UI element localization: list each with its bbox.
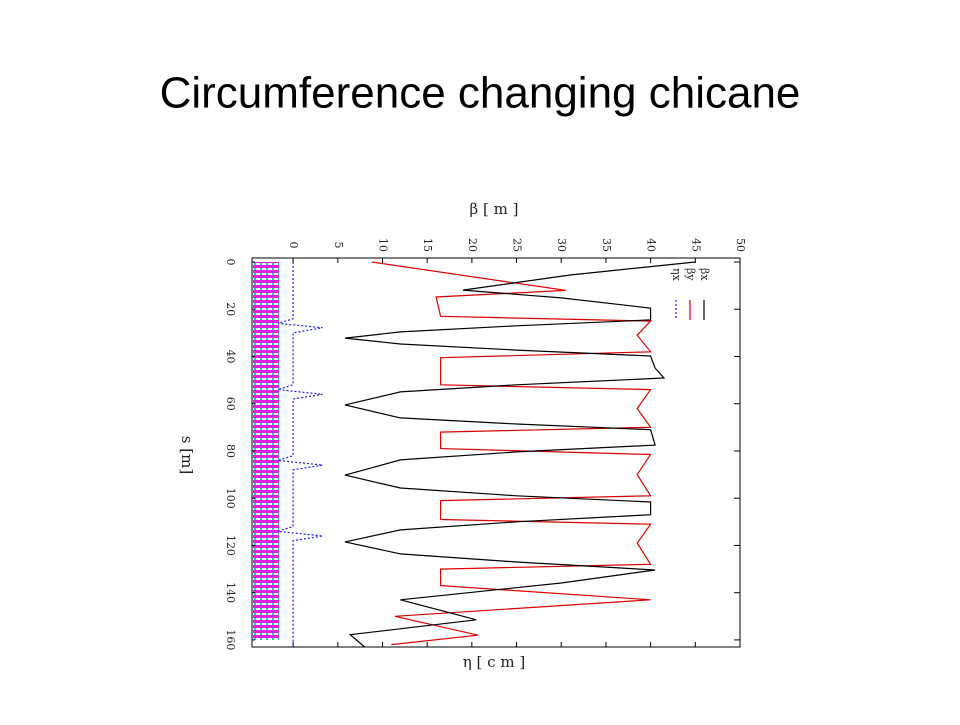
slide-title: Circumference changing chicane (160, 69, 801, 118)
x-tick-label: 120 (224, 535, 237, 556)
y-tick-label: 20 (466, 238, 479, 252)
y-tick-label: 0 (287, 242, 300, 249)
x-tick-label: 60 (224, 397, 237, 411)
y-tick-label: 15 (421, 238, 434, 252)
legend-label: ηx (670, 268, 683, 282)
y2-axis-title: η [ c m ] (463, 653, 525, 671)
x-tick-label: 80 (224, 444, 237, 458)
y-tick-label: 35 (600, 238, 613, 252)
y-axis-title: β [ m ] (470, 200, 519, 218)
lattice-elements (253, 262, 279, 640)
y-tick-label: 5 (332, 242, 345, 249)
x-axis-title: s [m] (178, 436, 196, 474)
y-tick-label: 45 (689, 238, 702, 252)
y-tick-label: 25 (511, 238, 524, 252)
x-tick-label: 100 (224, 488, 237, 509)
y-tick-label: 50 (734, 238, 747, 252)
y-tick-label: 10 (376, 238, 389, 252)
y-tick-label: 30 (555, 238, 568, 252)
legend-label: βx (698, 268, 711, 281)
y-tick-label: 40 (645, 238, 658, 252)
legend-label: βy (684, 268, 697, 281)
x-tick-label: 20 (224, 302, 237, 316)
series-line (371, 261, 652, 646)
x-tick-label: 0 (224, 259, 237, 266)
series-line (344, 261, 696, 648)
x-tick-label: 40 (224, 349, 237, 363)
x-tick-label: 140 (224, 582, 237, 603)
x-tick-label: 160 (224, 629, 237, 650)
series-line (277, 262, 323, 647)
plot-frame (251, 257, 741, 648)
